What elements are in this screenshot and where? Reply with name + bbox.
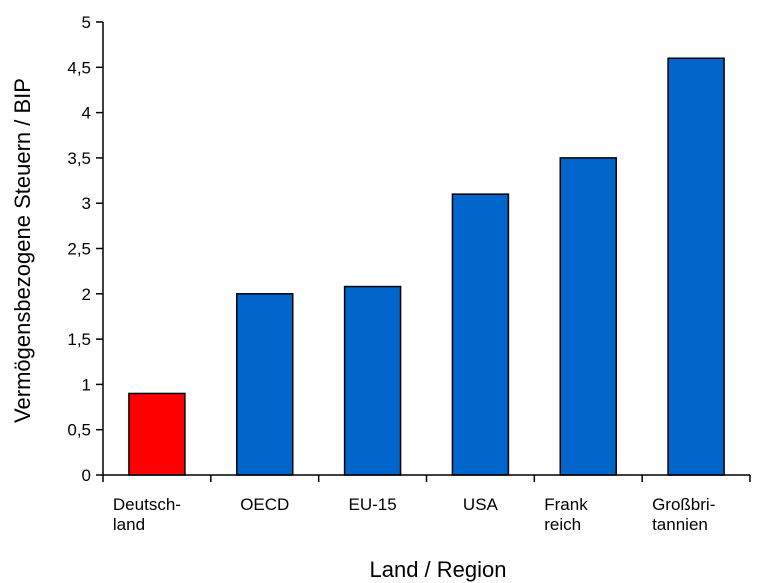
y-ticks-group: 0 0,5 1 1,5 2 2,5 3 3,5 4 4,5 5 [67,13,103,485]
y-axis-title: Vermögensbezogene Steuern / BIP [10,78,35,423]
x-category-label-line: tannien [652,515,708,534]
bar-4 [559,157,617,476]
y-tick-label: 1 [82,375,91,394]
x-ticks-group: Deutsch-land OECD EU-15 USA Frank reich Großbr… [102,475,751,534]
x-category-label-line: OECD [240,495,289,514]
x-category-label: USA [463,495,499,514]
x-category-label-line: USA [463,495,499,514]
y-tick-label: 4,5 [67,58,91,77]
x-category-label: OECD [240,495,289,514]
x-category-label: Großbri-tannien [652,495,715,534]
x-category-label: EU-15 [348,495,396,514]
bar-0 [128,392,186,476]
y-tick-label: 2,5 [67,240,91,259]
x-category-label-line: EU-15 [348,495,396,514]
x-category-label-line: Frank [544,495,588,514]
bars-group [128,57,725,476]
y-tick-label: 3,5 [67,149,91,168]
y-tick-label: 2 [82,285,91,304]
x-category-label: Deutsch-land [113,495,181,534]
y-tick-label: 0,5 [67,421,91,440]
bar-5 [667,57,725,476]
bar-3 [451,193,510,476]
bar-2 [343,285,402,476]
x-category-label-line: Großbri- [652,495,715,514]
y-tick-label: 4 [82,104,91,123]
x-category-label-line: land [113,515,145,534]
x-category-label: Frank reich [544,495,588,534]
x-category-label-line: Deutsch- [113,495,181,514]
x-axis-title: Land / Region [370,557,507,582]
x-category-label-line: reich [544,515,581,534]
y-tick-label: 1,5 [67,330,91,349]
y-tick-label: 3 [82,194,91,213]
bar-1 [236,293,294,476]
y-tick-label: 5 [82,13,91,32]
y-tick-label: 0 [82,466,91,485]
